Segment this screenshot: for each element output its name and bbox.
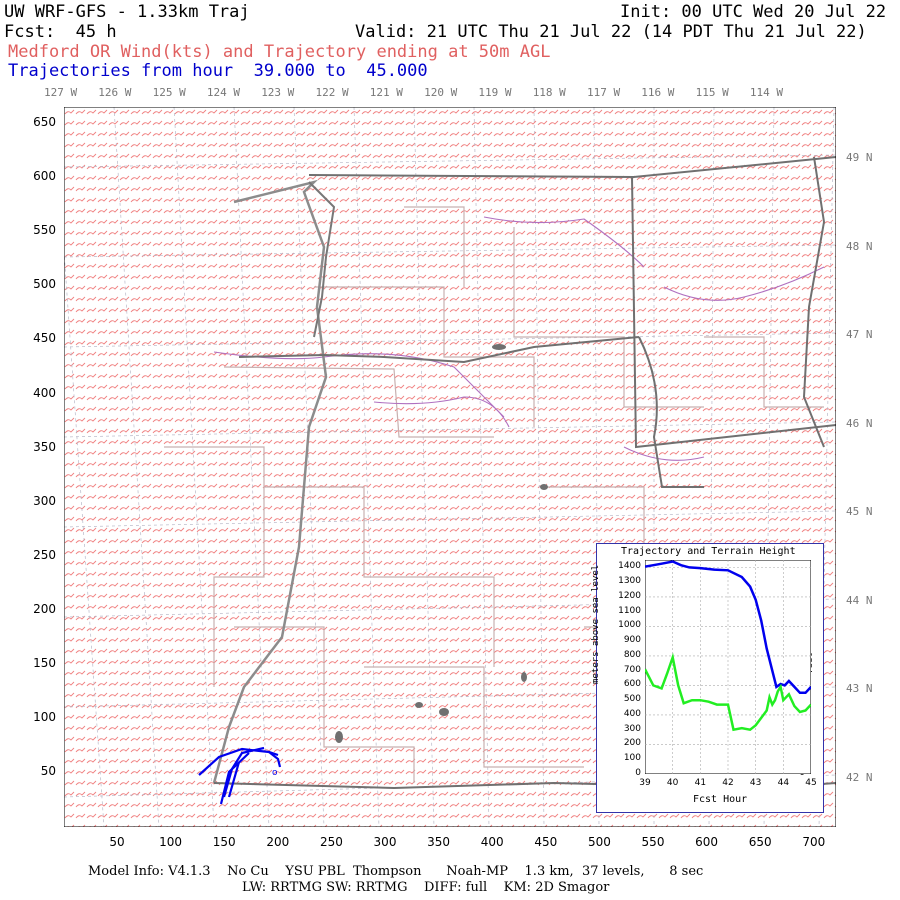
longitude-label: 118 W	[532, 86, 566, 99]
inset-x-tick: 44	[777, 778, 790, 788]
longitude-label: 115 W	[695, 86, 729, 99]
field-description: Medford OR Wind(kts) and Trajectory endi…	[8, 42, 551, 62]
longitude-label: 127 W	[44, 86, 78, 99]
terrain-height-line	[645, 652, 811, 732]
longitude-label: 125 W	[152, 86, 186, 99]
latitude-label: 42 N	[846, 770, 873, 784]
inset-y-tick: 100	[623, 753, 641, 764]
map-y-tick: 300	[33, 493, 56, 508]
map-x-tick: 650	[748, 835, 772, 849]
map-x-tick: 550	[641, 835, 665, 849]
puget-sound	[308, 181, 336, 338]
latitude-label: 43 N	[846, 682, 873, 695]
inset-y-tick: 800	[623, 649, 641, 660]
inset-chart	[645, 560, 811, 774]
longitude-label: 123 W	[261, 86, 295, 99]
map-y-tick: 150	[33, 656, 56, 670]
inset-y-tick: 200	[623, 738, 641, 749]
lakes	[335, 344, 548, 743]
inset-y-tick: 900	[623, 635, 641, 646]
map-x-tick: 700	[802, 835, 826, 849]
longitude-label: 124 W	[206, 86, 241, 99]
longitude-label: 121 W	[369, 86, 403, 99]
trajectory-range: Trajectories from hour 39.000 to 45.000	[8, 61, 428, 81]
map-y-tick: 450	[33, 331, 56, 346]
inset-title: Trajectory and Terrain Height	[621, 546, 796, 557]
map-y-tick: 600	[33, 169, 56, 184]
valid-time: Valid: 21 UTC Thu 21 Jul 22 (14 PDT Thu …	[355, 22, 867, 42]
map-x-tick: 200	[266, 835, 290, 849]
longitude-label: 122 W	[315, 86, 349, 99]
inset-y-tick: 1100	[618, 605, 641, 616]
init-time: Init: 00 UTC Wed 20 Jul 22	[620, 2, 887, 22]
forecast-hour: Fcst: 45 h	[4, 22, 117, 42]
map-y-tick: 100	[33, 710, 56, 725]
inset-y-tick: 1200	[618, 590, 641, 601]
inset-y-tick: 300	[623, 723, 641, 734]
inset-xlabel: Fcst Hour	[693, 794, 748, 805]
latitude-label: 44 N	[846, 593, 873, 607]
map-x-tick: 150	[212, 835, 236, 849]
map-x-tick: 300	[373, 835, 397, 849]
inset-x-tick: 45	[805, 778, 817, 788]
map-y-tick: 550	[33, 223, 56, 238]
inset-ylabel: meters above sea level	[591, 564, 601, 684]
longitude-label: 119 W	[478, 86, 512, 99]
map-y-tick: 200	[33, 601, 56, 616]
pacific-coastline	[212, 179, 328, 784]
map-x-tick: 450	[534, 835, 558, 849]
map-y-tick: 650	[33, 115, 56, 129]
map-y-tick: 250	[33, 547, 56, 562]
inset-y-tick: 600	[623, 679, 641, 690]
map-x-tick: 500	[587, 835, 611, 849]
map-x-tick: 50	[109, 835, 125, 849]
latitude-label: 49 N	[846, 151, 873, 164]
map-x-tick: 600	[695, 835, 719, 849]
latitude-label: 46 N	[846, 416, 873, 430]
map-y-tick: 50	[40, 764, 56, 779]
map-y-tick: 400	[33, 385, 56, 400]
longitude-label: 120 W	[424, 86, 458, 99]
trajectory-marker: o	[272, 768, 278, 778]
trajectory-terrain-inset: Trajectory and Terrain Height meters abo…	[591, 543, 824, 813]
longitude-label: 116 W	[641, 86, 675, 99]
longitude-label: 126 W	[98, 86, 132, 99]
longitude-label: 114 W	[749, 86, 784, 99]
latitude-label: 48 N	[846, 239, 873, 253]
trajectory-height-line	[645, 560, 811, 695]
inset-x-tick: 41	[694, 778, 707, 788]
inset-x-tick: 43	[749, 778, 762, 788]
longitude-label: 117 W	[587, 86, 621, 99]
latitude-label: 47 N	[846, 328, 873, 341]
inset-y-tick: 1000	[618, 620, 641, 631]
map-x-tick: 100	[159, 835, 183, 849]
map-y-tick: 350	[33, 439, 56, 454]
model-info: Model Info: V4.1.3 No Cu YSU PBL Thompso…	[88, 864, 704, 879]
map-x-tick: 350	[427, 835, 451, 849]
map-x-tick: 250	[319, 835, 343, 849]
trajectory-paths	[198, 746, 282, 805]
latitude-label: 45 N	[846, 505, 873, 518]
inset-x-tick: 42	[722, 778, 734, 788]
model-physics: LW: RRTMG SW: RRTMG DIFF: full KM: 2D Sm…	[242, 880, 610, 895]
model-title: UW WRF-GFS - 1.33km Traj	[4, 2, 250, 22]
inset-y-tick: 0	[635, 768, 641, 778]
inset-x-tick: 40	[666, 778, 679, 788]
inset-x-tick: 39	[639, 778, 651, 788]
map-y-tick: 500	[33, 277, 56, 292]
rivers	[213, 216, 825, 461]
inset-y-tick: 500	[623, 694, 641, 705]
inset-y-tick: 400	[623, 708, 641, 719]
inset-y-tick: 1300	[618, 576, 641, 587]
map-x-tick: 400	[480, 835, 504, 849]
inset-y-tick: 1400	[618, 561, 641, 572]
inset-y-tick: 700	[623, 664, 641, 675]
